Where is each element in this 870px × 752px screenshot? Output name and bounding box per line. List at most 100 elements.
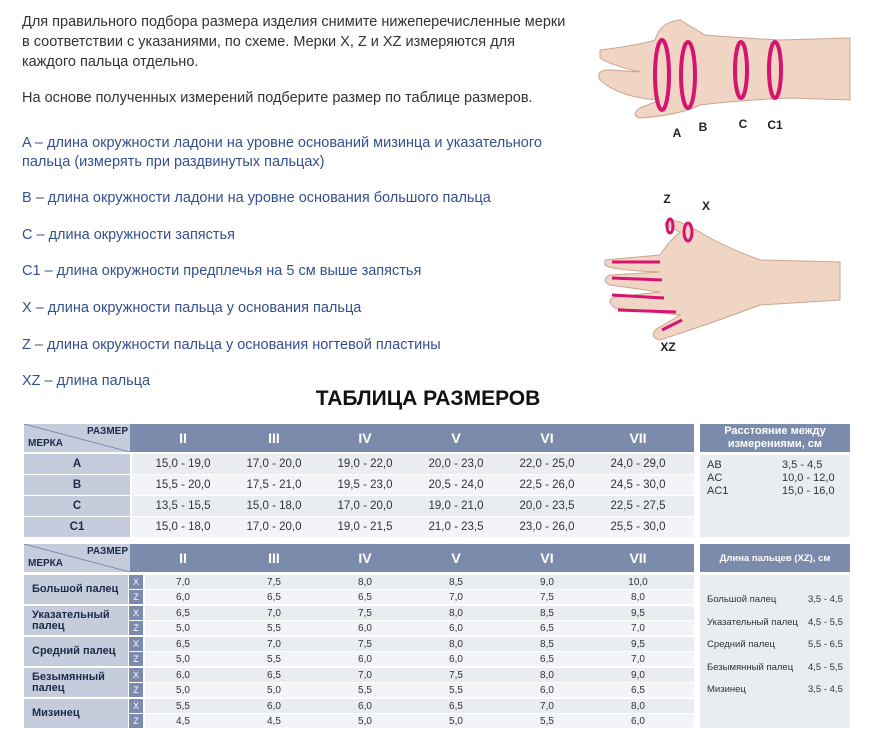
size-header: II [179, 430, 187, 446]
corner: РАЗМЕР МЕРКА [24, 424, 130, 452]
cell: 6,5 [358, 591, 372, 603]
row-bg [145, 575, 694, 589]
header-bar [130, 424, 694, 452]
cell: 5,0 [176, 622, 190, 634]
cell: 19,0 - 22,0 [337, 458, 393, 470]
table-title: ТАБЛИЦА РАЗМЕРОВ [315, 387, 541, 410]
size-header: VI [540, 550, 554, 566]
cell: 5,0 [267, 684, 281, 696]
cell: 9,0 [540, 576, 554, 588]
row-bg [145, 606, 694, 620]
side-value: 3,5 - 4,5 [808, 684, 843, 695]
row-bg [132, 454, 694, 474]
side-key: Безымянный палец [707, 661, 794, 673]
cell: 6,0 [449, 622, 463, 634]
cell: 17,0 - 20,0 [246, 521, 302, 533]
diagram-label: C [739, 117, 748, 131]
cell: 22,5 - 26,0 [519, 479, 575, 491]
cell: 5,0 [176, 684, 190, 696]
measure-key: X [129, 637, 143, 651]
corner-bottom: МЕРКА [28, 558, 63, 569]
cell: 9,5 [631, 638, 645, 650]
intro: Для правильного подбора размера изделия … [22, 14, 566, 70]
cell: 7,0 [631, 653, 645, 665]
cell: 5,5 [176, 700, 190, 712]
cell: 24,5 - 30,0 [610, 479, 666, 491]
definition: A – длина окружности ладони на уровне ос… [22, 135, 542, 170]
cell: 8,0 [358, 576, 372, 588]
measure-key: Z [129, 652, 143, 666]
cell: 7,0 [449, 591, 463, 603]
size-header: III [268, 430, 280, 446]
side-key: Мизинец [707, 684, 746, 695]
finger-label: Мизинец [24, 699, 128, 728]
cell: 15,0 - 18,0 [246, 500, 302, 512]
hand-top [598, 19, 851, 119]
diagram-label: B [699, 120, 708, 134]
finger-label: Безымянный палец [24, 668, 128, 697]
diagram-label: C1 [767, 118, 783, 132]
corner: РАЗМЕР МЕРКА [24, 544, 130, 572]
diagram-label: A [673, 126, 682, 140]
cell: 17,5 - 21,0 [246, 479, 302, 491]
measure-key: Z [129, 590, 143, 604]
cell: 6,5 [267, 591, 281, 603]
cell: 20,0 - 23,0 [428, 458, 484, 470]
row-bg [145, 621, 694, 635]
cell: 7,5 [267, 576, 281, 588]
cell: 17,0 - 20,0 [246, 458, 302, 470]
cell: 5,5 [267, 653, 281, 665]
finger-label: Средний палец [24, 637, 128, 666]
row-label: C [24, 496, 130, 516]
cell: 8,5 [540, 638, 554, 650]
cell: 7,0 [631, 622, 645, 634]
side-body [700, 575, 850, 728]
side-key: Средний палец [707, 639, 775, 650]
cell: 4,5 [176, 715, 190, 727]
definition: C – длина окружности запястья [22, 227, 235, 243]
row-label: C1 [24, 517, 130, 537]
measure-key: Z [129, 714, 143, 728]
corner-diagonal [24, 544, 130, 572]
cell: 8,0 [540, 669, 554, 681]
definition: C1 – длина окружности предплечья на 5 см… [22, 263, 422, 279]
cell: 7,5 [358, 607, 372, 619]
cell: 6,5 [267, 669, 281, 681]
row-bg [145, 637, 694, 651]
definition: X – длина окружности пальца у основания … [22, 300, 362, 316]
cell: 7,0 [176, 576, 190, 588]
measure-key: Z [129, 621, 143, 635]
cell: 25,5 - 30,0 [610, 521, 666, 533]
row-bg [132, 475, 694, 495]
cell: 9,0 [631, 669, 645, 681]
header-bar [130, 544, 694, 572]
side-value: 3,5 - 4,5 [782, 459, 823, 471]
side-key: AC1 [707, 485, 729, 497]
side-body [700, 455, 850, 537]
cell: 6,0 [358, 700, 372, 712]
cell: 7,0 [540, 700, 554, 712]
size-header: V [451, 430, 461, 446]
cell: 19,0 - 21,0 [428, 500, 484, 512]
cell: 6,0 [267, 700, 281, 712]
measure-key: X [129, 668, 143, 682]
cell: 5,5 [267, 622, 281, 634]
row-label: A [24, 454, 130, 474]
size-header: IV [358, 430, 372, 446]
cell: 6,0 [358, 622, 372, 634]
cell: 8,0 [631, 591, 645, 603]
cell: 6,5 [540, 653, 554, 665]
row-bg [145, 699, 694, 713]
cell: 20,5 - 24,0 [428, 479, 484, 491]
definition: B – длина окружности ладони на уровне ос… [22, 190, 491, 206]
cell: 17,0 - 20,0 [337, 500, 393, 512]
cell: 15,5 - 20,0 [155, 479, 211, 491]
cell: 20,0 - 23,5 [519, 500, 575, 512]
hand-bottom [604, 217, 841, 341]
finger-label: Большой палец [24, 575, 128, 604]
cell: 6,0 [358, 653, 372, 665]
definition: Z – длина окружности пальца у основания … [22, 337, 441, 353]
row-bg [145, 714, 694, 728]
